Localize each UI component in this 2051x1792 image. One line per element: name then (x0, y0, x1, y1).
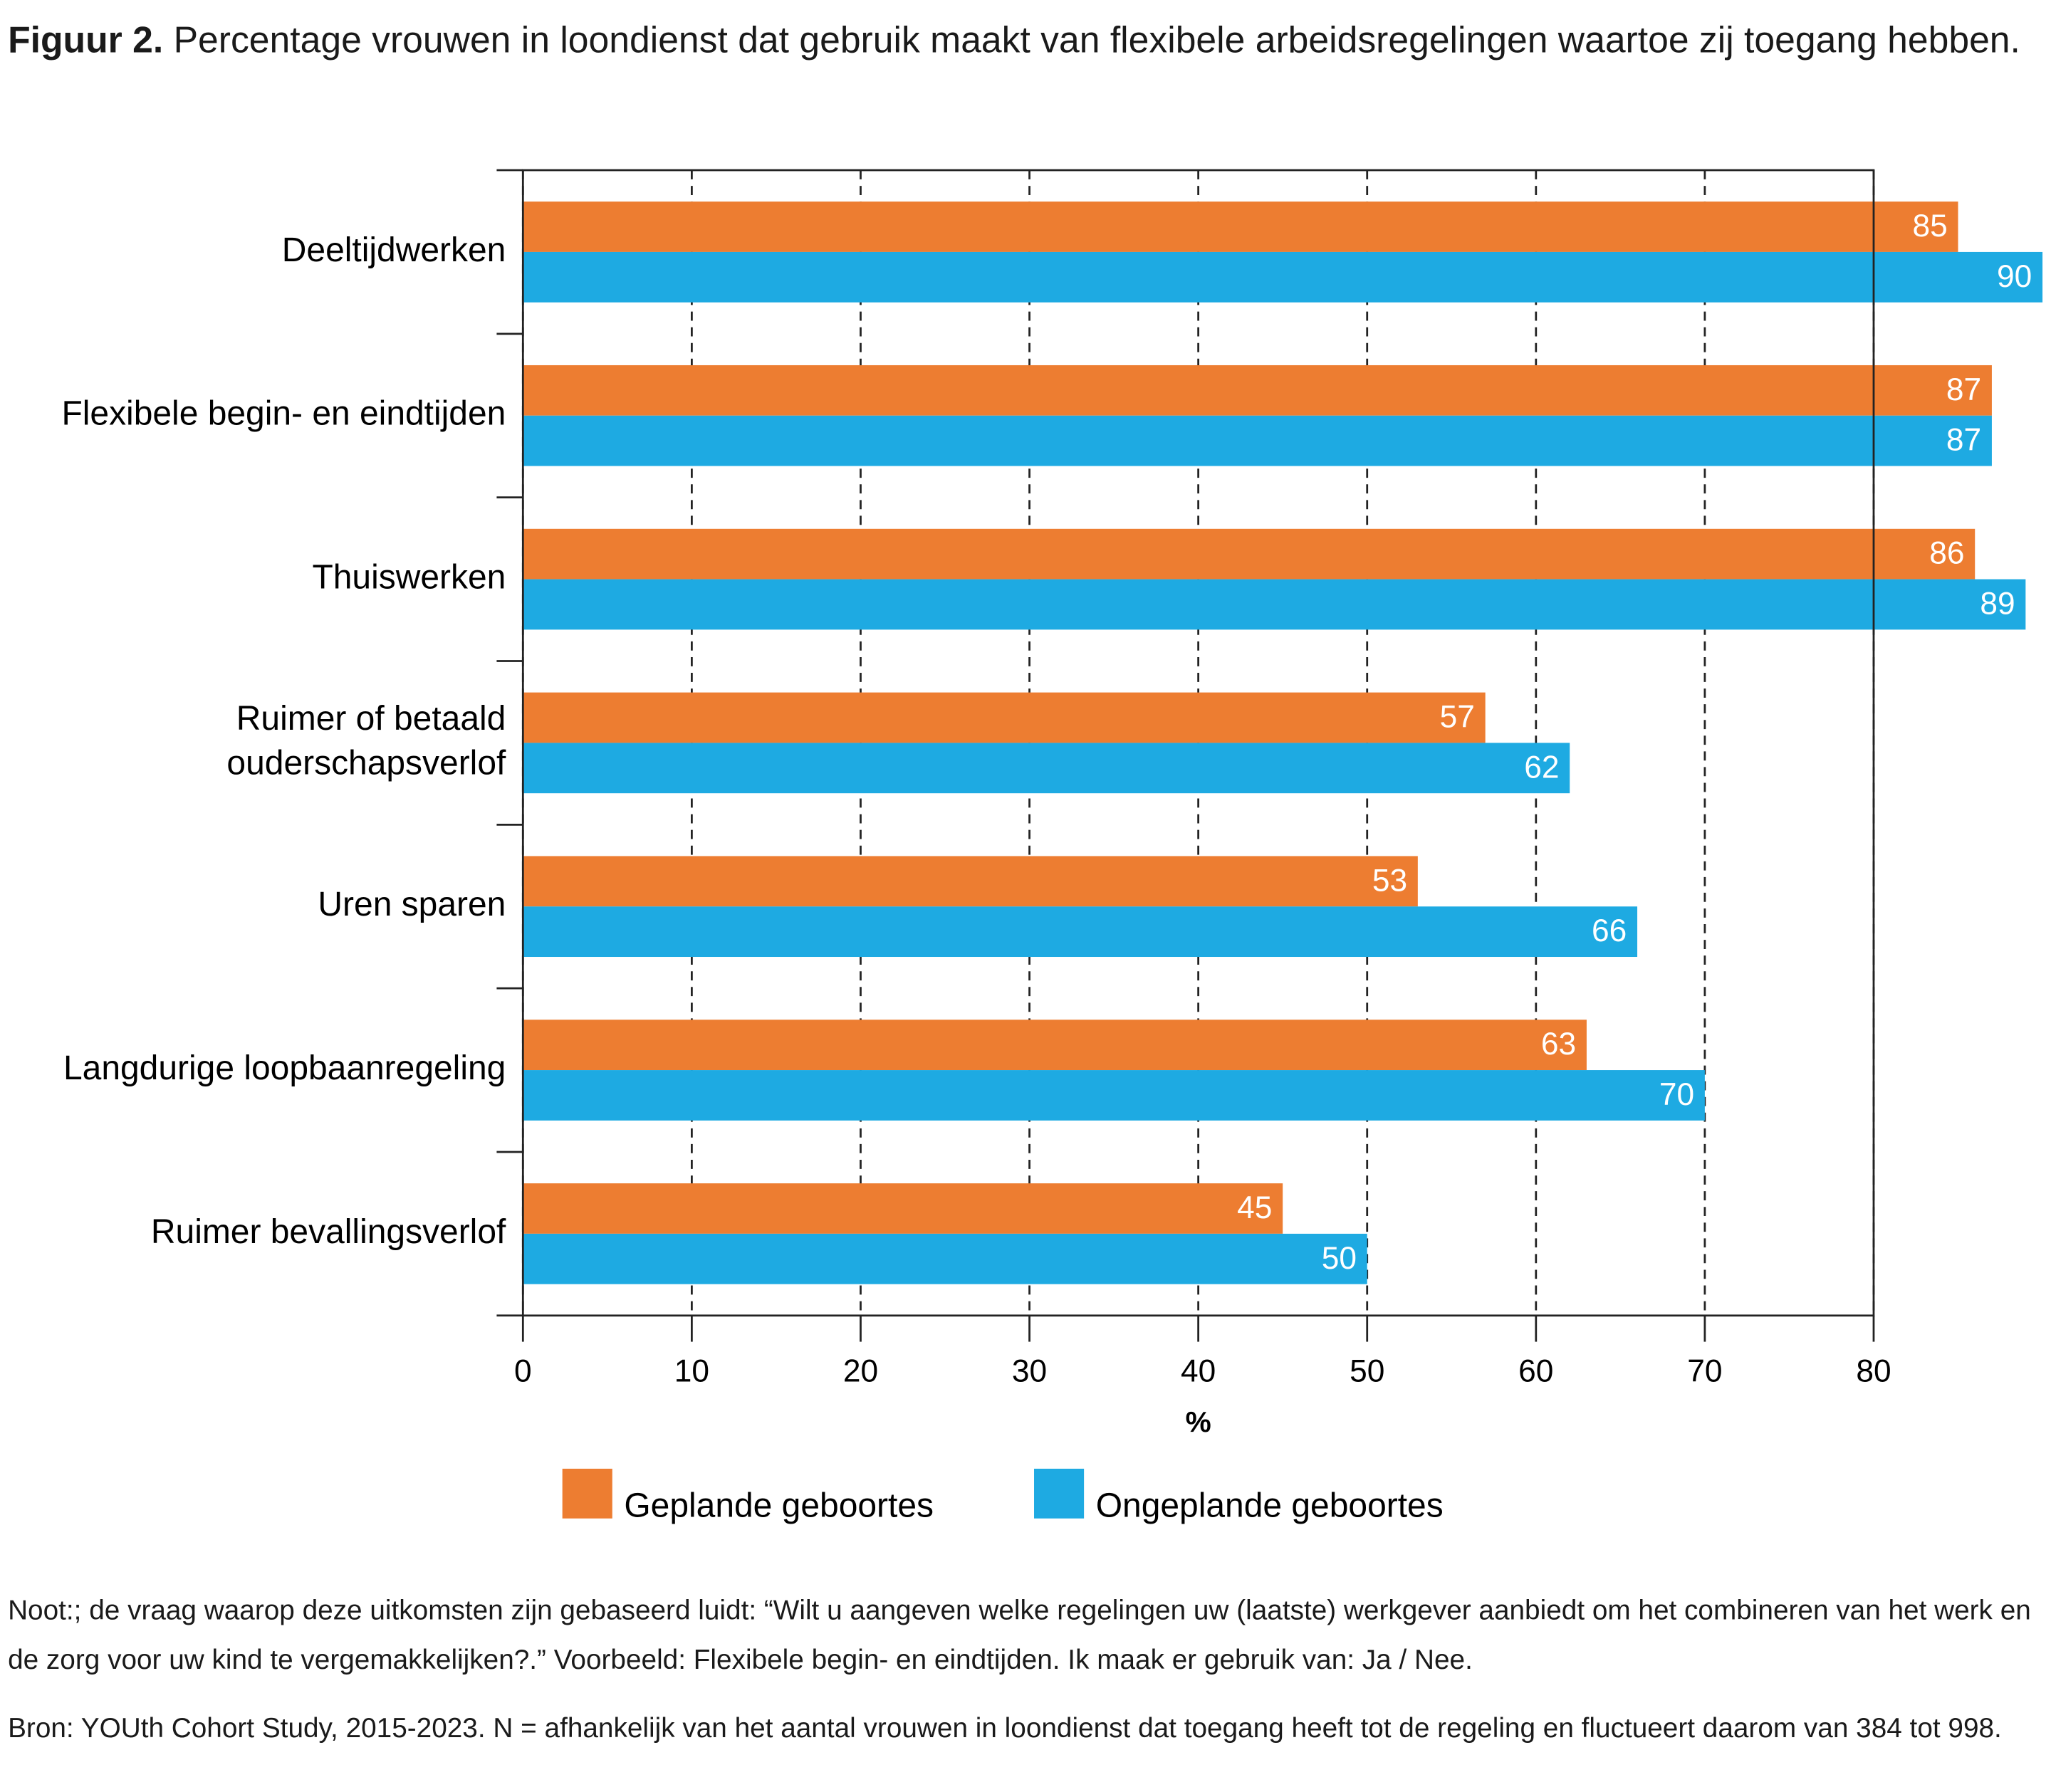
bar (523, 1183, 1283, 1234)
data-label: 53 (1372, 863, 1407, 898)
legend-swatch (562, 1468, 612, 1519)
bar (523, 856, 1418, 907)
data-label: 50 (1322, 1241, 1357, 1276)
y-tick-label: Thuiswerken (312, 558, 506, 596)
data-label: 90 (1997, 259, 2032, 294)
bar (523, 251, 2043, 303)
data-label: 62 (1524, 750, 1559, 785)
y-tick-label: Uren sparen (318, 886, 506, 923)
chart: 0 10 20 30 40 50 60 70 80% Deeltijdwerken 85 90 Flex… (61, 169, 2043, 1525)
legend-label: Ongeplande geboortes (1096, 1487, 1444, 1525)
data-label: 87 (1946, 372, 1981, 407)
bar (523, 365, 1992, 416)
y-tick-label: Flexibele begin- en eindtijden (61, 394, 506, 432)
x-tick-label: 30 (1012, 1353, 1047, 1388)
bar (523, 1233, 1367, 1284)
plot-frame (521, 169, 1875, 1317)
data-label: 87 (1946, 423, 1981, 458)
data-label: 45 (1237, 1190, 1272, 1225)
note: Noot:; de vraag waarop deze uitkomsten z… (8, 1595, 2031, 1676)
x-tick-label: 60 (1518, 1353, 1553, 1388)
chart-title: Percentage vrouwen in loondienst dat geb… (173, 19, 2020, 61)
x-tick-label: 80 (1856, 1353, 1891, 1388)
y-tick-label-line: ouderschapsverlof (226, 744, 506, 782)
y-tick-label: Deeltijdwerken (282, 231, 506, 269)
x-tick-label: 20 (843, 1353, 878, 1388)
data-label: 63 (1541, 1027, 1576, 1062)
y-tick-label-line: Flexibele begin- en eindtijden (61, 394, 506, 432)
bar (523, 415, 1992, 466)
x-axis-label: % (1186, 1405, 1211, 1438)
x-tick-label: 70 (1687, 1353, 1722, 1388)
y-tick-label-line: Uren sparen (318, 886, 506, 923)
figure-label: Figuur 2. (8, 19, 164, 61)
bar (523, 1020, 1587, 1071)
y-tick-label-line: Deeltijdwerken (282, 231, 506, 269)
data-label: 89 (1980, 587, 2015, 622)
y-tick-label-line: Thuiswerken (312, 558, 506, 596)
y-tick-label-line: Ruimer bevallingsverlof (151, 1213, 506, 1251)
y-tick-label: Ruimer bevallingsverlof (151, 1213, 506, 1251)
y-tick-label: Ruimer of betaald ouderschapsverlof (226, 700, 506, 782)
y-tick-label-line: Langdurige loopbaanregeling (63, 1049, 506, 1087)
bar (523, 743, 1570, 794)
bar (523, 528, 1976, 580)
bar (523, 579, 2026, 630)
bar (523, 201, 1958, 252)
bar (523, 906, 1638, 958)
y-tick-label-line: Ruimer of betaald (236, 700, 506, 738)
x-tick-label: 0 (514, 1353, 532, 1388)
data-label: 86 (1929, 536, 1964, 571)
data-label: 57 (1440, 700, 1475, 735)
y-tick-label: Langdurige loopbaanregeling (63, 1049, 506, 1087)
legend-swatch (1034, 1468, 1085, 1519)
data-label: 70 (1659, 1077, 1694, 1112)
source: Bron: YOUth Cohort Study, 2015-2023. N =… (8, 1713, 2002, 1744)
data-label: 85 (1913, 209, 1948, 243)
bar (523, 692, 1486, 743)
x-tick-label: 50 (1350, 1353, 1384, 1388)
x-tick-label: 40 (1181, 1353, 1216, 1388)
bar (523, 1070, 1705, 1121)
legend-label: Geplande geboortes (624, 1487, 934, 1525)
data-label: 66 (1592, 913, 1627, 948)
title-block: Figuur 2. Percentage vrouwen in loondien… (8, 8, 2045, 73)
x-tick-label: 10 (674, 1353, 709, 1388)
